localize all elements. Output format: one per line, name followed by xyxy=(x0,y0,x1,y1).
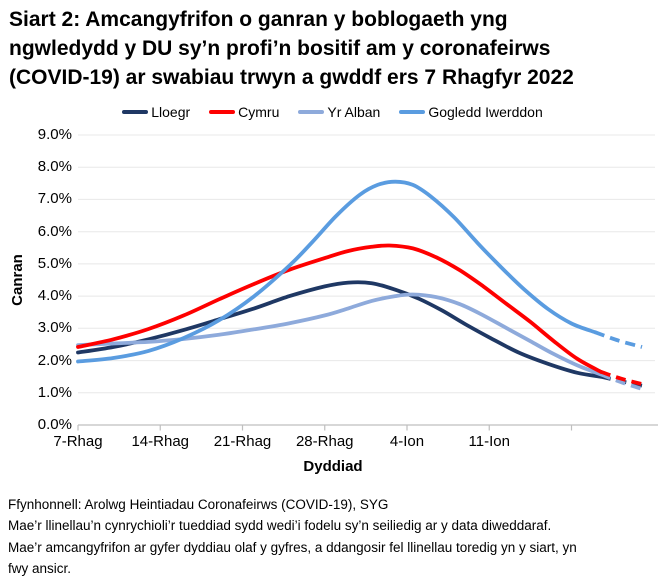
x-axis-title: Dyddiad xyxy=(303,458,363,475)
x-tick-label-21-rhag: 21-Rhag xyxy=(213,433,272,450)
x-tick-label-14-rhag: 14-Rhag xyxy=(131,433,190,450)
y-tick-label-1.0%: 1.0% xyxy=(37,383,72,401)
line-chart-plot xyxy=(76,134,658,431)
legend-item-yr-alban: Yr Alban xyxy=(298,104,380,120)
series-dashed-yr-alban xyxy=(600,372,643,391)
note-line-3: fwy ansicr. xyxy=(8,560,72,576)
series-line-gogledd-iwerddon xyxy=(76,179,597,364)
y-tick-label-8.0%: 8.0% xyxy=(37,158,72,176)
chart-title: Siart 2: Amcangyfrifon o ganran y boblog… xyxy=(9,5,661,92)
source-line: Ffynhonnell: Arolwg Heintiadau Coronafei… xyxy=(8,497,389,512)
chart-legend: Lloegr Cymru Yr Alban Gogledd Iwerddon xyxy=(0,102,665,122)
series-line-yr-alban xyxy=(76,292,603,377)
legend-label: Yr Alban xyxy=(327,104,381,120)
chart-title-line-1: Siart 2: Amcangyfrifon o ganran y boblog… xyxy=(9,8,508,31)
legend-label: Lloegr xyxy=(151,104,191,120)
y-tick-label-3.0%: 3.0% xyxy=(37,319,72,337)
y-tick-label-2.0%: 2.0% xyxy=(37,351,72,369)
footnote: Ffynhonnell: Arolwg Heintiadau Coronafei… xyxy=(8,494,664,579)
series-line-cymru xyxy=(76,243,603,374)
x-tick-label-7-rhag: 7-Rhag xyxy=(53,433,103,450)
x-tick-label-4-ion: 4-Ion xyxy=(389,433,425,450)
series-dashed-gogledd-iwerddon xyxy=(594,330,643,349)
legend-item-gogledd-iwerddon: Gogledd Iwerddon xyxy=(399,104,543,120)
y-tick-label-4.0%: 4.0% xyxy=(37,287,72,305)
y-tick-label-6.0%: 6.0% xyxy=(37,222,72,240)
legend-line-swatch-cymru xyxy=(209,110,236,114)
x-tick-label-28-rhag: 28-Rhag xyxy=(295,433,354,450)
series-line-lloegr xyxy=(76,280,603,379)
legend-line-swatch-gogledd-iwerddon xyxy=(399,110,426,114)
y-tick-label-5.0%: 5.0% xyxy=(37,254,72,272)
series-dashed-cymru xyxy=(600,370,643,386)
legend-line-swatch-yr-alban xyxy=(298,110,325,114)
chart-title-line-3: (COVID-19) ar swabiau trwyn a gwddf ers … xyxy=(9,66,574,89)
legend-label: Gogledd Iwerddon xyxy=(428,104,543,120)
x-tick-label-11-ion: 11-Ion xyxy=(468,433,510,450)
chart-title-line-2: ngwledydd y DU sy’n profi’n bositif am y… xyxy=(9,37,551,60)
y-tick-label-0.0%: 0.0% xyxy=(37,416,72,433)
y-tick-label-7.0%: 7.0% xyxy=(37,190,72,208)
legend-item-cymru: Cymru xyxy=(209,104,279,120)
note-line-2: Mae’r amcangyfrifon ar gyfer dyddiau ola… xyxy=(8,539,577,555)
legend-item-lloegr: Lloegr xyxy=(122,104,190,120)
legend-label: Cymru xyxy=(238,104,280,120)
y-tick-label-9.0%: 9.0% xyxy=(37,126,72,143)
note-line-1: Mae’r llinellau’n cynrychioli’r tueddiad… xyxy=(8,518,552,534)
legend-line-swatch-lloegr xyxy=(122,110,149,114)
